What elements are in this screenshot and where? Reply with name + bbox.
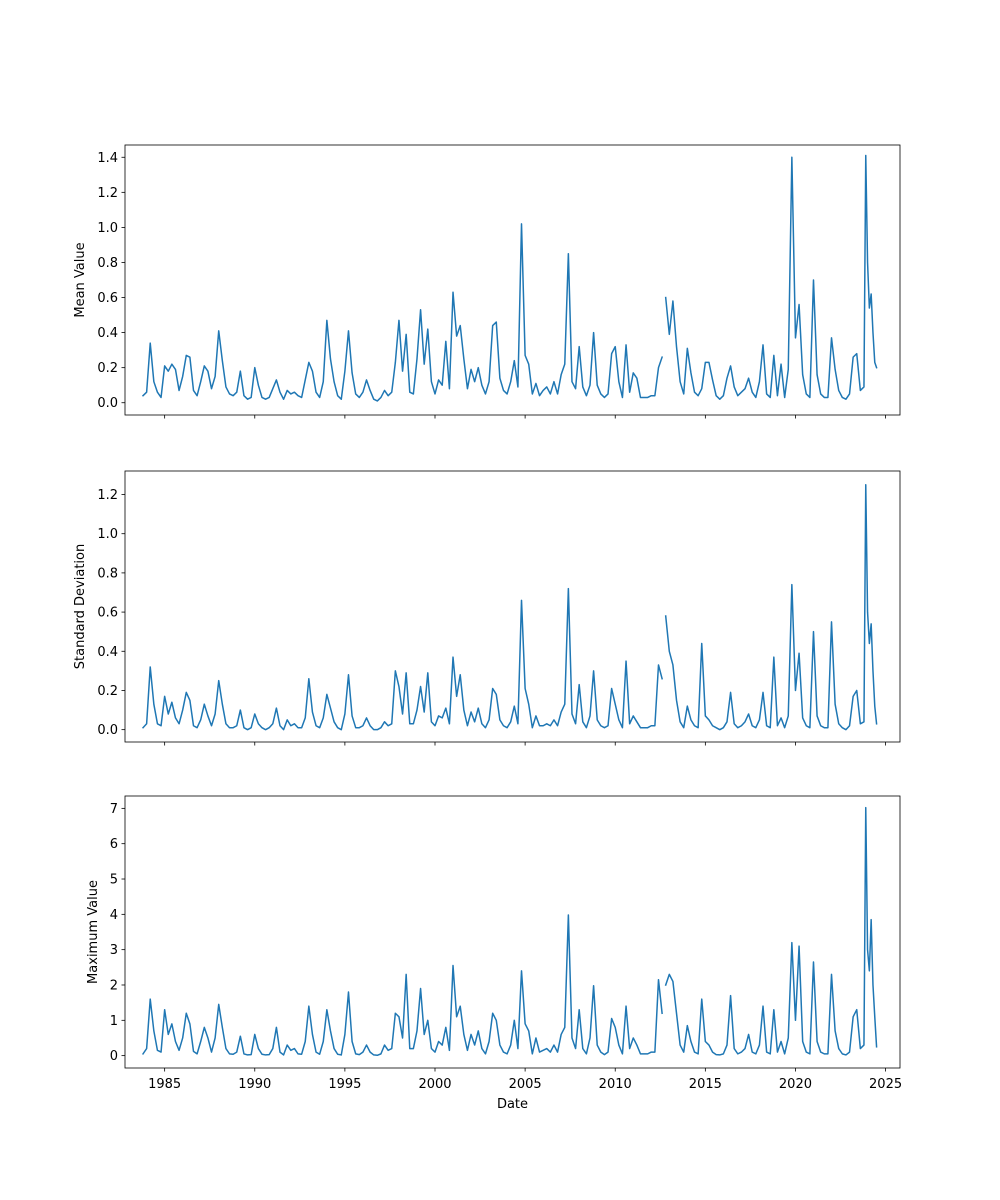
mean-value-series-line-1: [664, 154, 878, 400]
maximum-value-y-tick-label: 1: [110, 1014, 118, 1029]
mean-value-y-tick-label: 1.0: [97, 221, 118, 236]
maximum-value-x-tick-label: 1990: [238, 1077, 271, 1092]
maximum-value-y-tick-label: 4: [110, 908, 118, 923]
mean-value-y-tick-label: 0.8: [97, 256, 118, 271]
mean-value-series-line-0: [141, 223, 664, 402]
mean-value-y-tick-label: 1.2: [97, 186, 118, 201]
standard-deviation-y-tick-label: 1.0: [97, 527, 118, 542]
mean-value-y-tick-label: 0.4: [97, 326, 118, 341]
maximum-value-x-tick-label: 1995: [328, 1077, 361, 1092]
standard-deviation-y-tick-label: 1.2: [97, 488, 118, 503]
standard-deviation-panel: 0.0 0.2 0.4 0.6 0.8 1.0 1.2 Standard Deviation: [73, 470, 901, 746]
standard-deviation-y-tick-label: 0.8: [97, 566, 118, 581]
maximum-value-axes-frame: [124, 795, 901, 1069]
maximum-value-x-tick-label: 1985: [148, 1077, 181, 1092]
mean-value-y-tick-label: 1.4: [97, 151, 118, 166]
mean-value-axes-frame: [124, 144, 901, 416]
mean-value-y-axis-label: Mean Value: [73, 242, 88, 317]
standard-deviation-y-tick-label: 0.4: [97, 645, 118, 660]
maximum-value-x-tick-label: 2020: [779, 1077, 812, 1092]
maximum-value-x-tick-label: 2010: [599, 1077, 632, 1092]
mean-value-y-tick-label: 0.6: [97, 291, 118, 306]
mean-value-panel: 0.0 0.2 0.4 0.6 0.8 1.0 1.2 1.4 Mean Value: [73, 144, 901, 419]
standard-deviation-y-tick-label: 0.0: [97, 723, 118, 738]
maximum-value-y-tick-label: 5: [110, 873, 118, 888]
maximum-value-y-axis-label: Maximum Value: [86, 880, 101, 984]
mean-value-y-tick-label: 0.2: [97, 361, 118, 376]
maximum-value-x-tick-label: 2000: [418, 1077, 451, 1092]
standard-deviation-y-tick-label: 0.2: [97, 684, 118, 699]
maximum-value-x-tick-label: 2025: [869, 1077, 902, 1092]
standard-deviation-series-line-0: [141, 587, 664, 731]
standard-deviation-y-axis-label: Standard Deviation: [73, 544, 88, 669]
maximum-value-series-line-1: [664, 806, 878, 1056]
maximum-value-x-tick-label: 2005: [509, 1077, 542, 1092]
standard-deviation-y-tick-label: 0.6: [97, 606, 118, 621]
standard-deviation-axes-frame: [124, 470, 901, 743]
maximum-value-y-tick-label: 7: [110, 802, 118, 817]
maximum-value-series-line-0: [141, 914, 663, 1057]
standard-deviation-series-line-1: [664, 483, 878, 731]
mean-value-y-tick-label: 0.0: [97, 396, 118, 411]
maximum-value-x-tick-label: 2015: [689, 1077, 722, 1092]
maximum-value-y-tick-label: 3: [110, 943, 118, 958]
maximum-value-panel: 0 1 2 3 4 5 6 7 1985 1990 1995 2000 2005 2010 2015 2020…: [86, 795, 902, 1112]
maximum-value-y-tick-label: 0: [110, 1049, 118, 1064]
maximum-value-y-tick-label: 6: [110, 837, 118, 852]
maximum-value-y-tick-label: 2: [110, 978, 118, 993]
x-axis-label: Date: [497, 1097, 528, 1112]
